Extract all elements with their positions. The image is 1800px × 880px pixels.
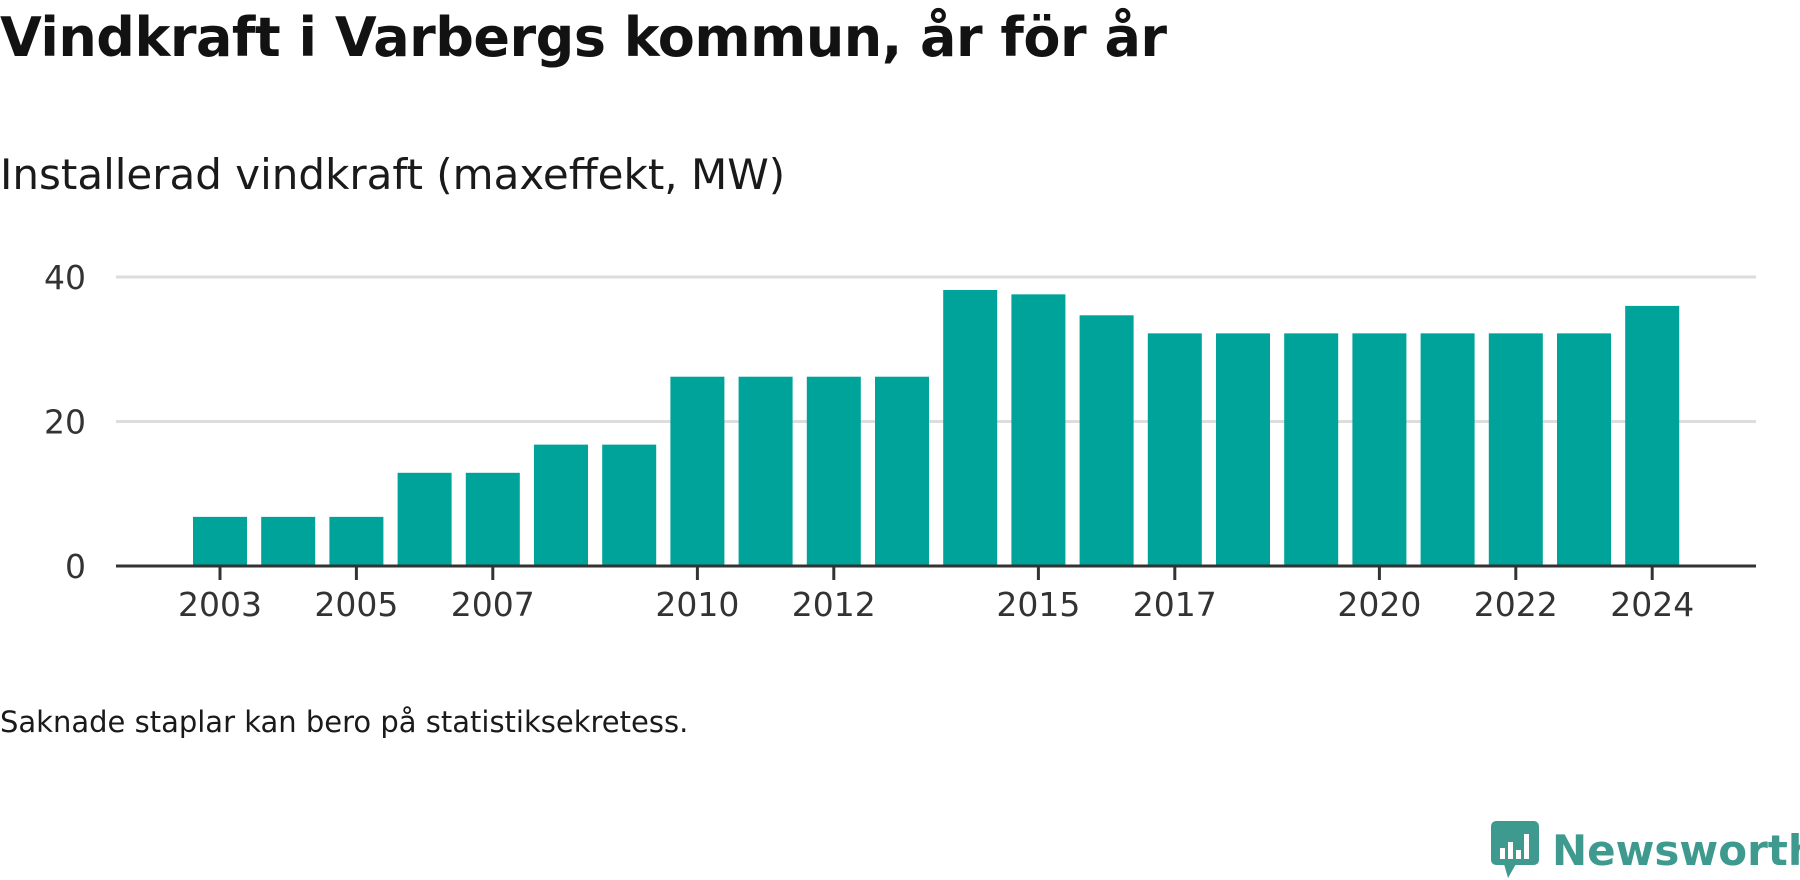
bar-2007	[465, 472, 520, 566]
bar-2004	[261, 516, 316, 566]
bar-2003	[193, 516, 247, 566]
bar-2009	[602, 444, 657, 566]
newsworthy-logo: Newsworthy	[1490, 820, 1800, 880]
x-tick-label-2020: 2020	[1337, 585, 1421, 624]
newsworthy-logo-icon	[1491, 821, 1539, 878]
bar-2021	[1420, 333, 1475, 566]
grid-lines	[116, 275, 1756, 423]
bar-2018	[1216, 333, 1270, 566]
bar-2019	[1284, 333, 1339, 566]
chart-title: Vindkraft i Varbergs kommun, år för år	[0, 6, 1167, 69]
bar-2024	[1625, 305, 1680, 566]
bars	[193, 290, 1680, 566]
x-tick-label-2007: 2007	[451, 585, 535, 624]
bar-2014	[943, 290, 998, 566]
brand-name: Newsworthy	[1552, 825, 1800, 875]
x-tick-label-2005: 2005	[314, 585, 398, 624]
bar-2015	[1011, 294, 1066, 566]
x-tick-label-2022: 2022	[1474, 585, 1558, 624]
bar-2010	[670, 376, 725, 566]
bar-2020	[1352, 333, 1407, 566]
bar-2013	[875, 376, 929, 566]
bar-2008	[534, 444, 588, 566]
tick-labels: 0 20 40 2003 2005 2007 2010 2012 2015 2017 2020 202…	[44, 258, 1694, 624]
bar-2012	[806, 376, 861, 566]
footnote: Saknade staplar kan bero på statistiksek…	[0, 705, 689, 739]
bar-2011	[738, 376, 793, 566]
bar-2005	[329, 516, 384, 566]
bar-2006	[397, 472, 452, 566]
y-tick-label-40: 40	[44, 258, 86, 297]
bar-2022	[1488, 333, 1543, 566]
x-tick-label-2010: 2010	[655, 585, 739, 624]
x-tick-label-2015: 2015	[996, 585, 1080, 624]
axes	[116, 564, 1756, 580]
bar-2016	[1079, 315, 1134, 566]
x-tick-label-2012: 2012	[792, 585, 876, 624]
chart-subtitle: Installerad vindkraft (maxeffekt, MW)	[0, 150, 786, 199]
x-tick-label-2017: 2017	[1133, 585, 1217, 624]
x-tick-label-2024: 2024	[1610, 585, 1694, 624]
bar-2023	[1557, 333, 1611, 566]
bar-2017	[1147, 333, 1202, 566]
y-tick-label-20: 20	[44, 403, 86, 442]
y-tick-label-0: 0	[65, 547, 86, 586]
x-tick-label-2003: 2003	[178, 585, 262, 624]
